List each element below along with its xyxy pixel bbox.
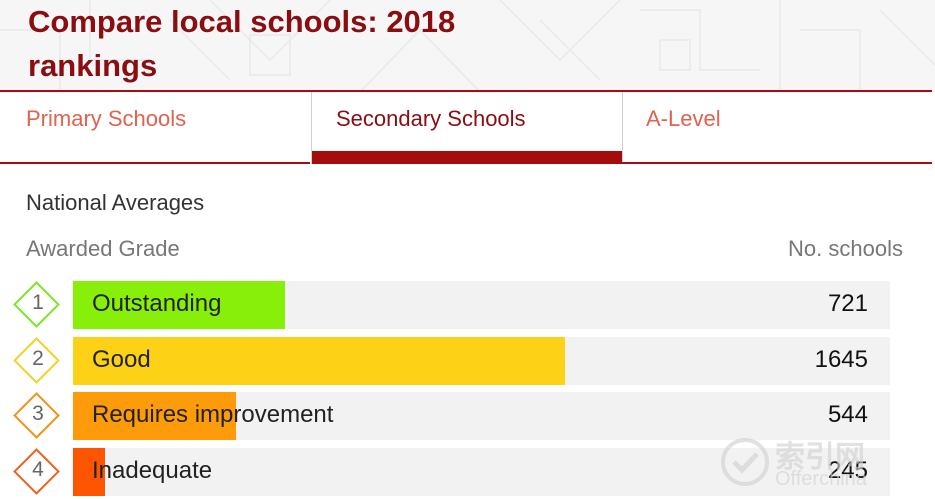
grade-bar xyxy=(73,337,565,385)
rank-number: 3 xyxy=(32,402,44,425)
watermark-english: Offerchina xyxy=(775,468,867,490)
tab-a-level[interactable]: A-Level xyxy=(622,92,932,164)
school-count: 1645 xyxy=(814,346,868,373)
tab-active-indicator xyxy=(312,151,622,164)
tab-primary-underline xyxy=(0,162,310,164)
school-count: 245 xyxy=(827,457,868,484)
tab-primary-schools[interactable]: Primary Schools xyxy=(0,92,310,164)
grade-column-heading: Awarded Grade xyxy=(26,236,180,261)
grade-row-outstanding: 1 Outstanding 721 xyxy=(0,281,935,329)
tab-a-level-underline xyxy=(622,162,932,164)
grade-bar xyxy=(73,281,285,329)
rank-number: 1 xyxy=(32,291,44,314)
section-title: National Averages xyxy=(26,190,205,215)
count-column-heading: No. schools xyxy=(788,236,903,261)
tab-secondary-schools[interactable]: Secondary Schools xyxy=(311,92,623,164)
tab-primary-schools-label: Primary Schools xyxy=(26,106,187,131)
title-divider xyxy=(0,90,932,92)
grade-bar xyxy=(73,392,236,440)
grade-name: Requires improvement xyxy=(92,401,334,428)
school-count: 721 xyxy=(827,290,868,317)
header-pattern xyxy=(0,0,935,92)
tab-a-level-label: A-Level xyxy=(646,106,721,131)
tab-secondary-schools-label: Secondary Schools xyxy=(336,106,526,131)
rank-number: 4 xyxy=(32,458,44,481)
check-shield-icon xyxy=(721,438,769,486)
grade-row-good: 2 Good 1645 xyxy=(0,337,935,385)
header-background xyxy=(0,0,935,92)
grade-row-requires-improvement: 3 Requires improvement 544 xyxy=(0,392,935,440)
watermark: 索引网 Offerchina xyxy=(715,430,935,499)
school-count: 544 xyxy=(827,401,868,428)
grade-name: Outstanding xyxy=(92,290,222,317)
rank-number: 2 xyxy=(32,347,44,370)
grade-name: Good xyxy=(92,346,151,373)
grade-name: Inadequate xyxy=(92,457,213,484)
tab-bar: Primary Schools Secondary Schools A-Leve… xyxy=(0,92,932,164)
grade-bar xyxy=(73,448,105,496)
watermark-chinese: 索引网 xyxy=(775,440,865,475)
page-title: Compare local schools: 2018 rankings xyxy=(28,4,456,83)
